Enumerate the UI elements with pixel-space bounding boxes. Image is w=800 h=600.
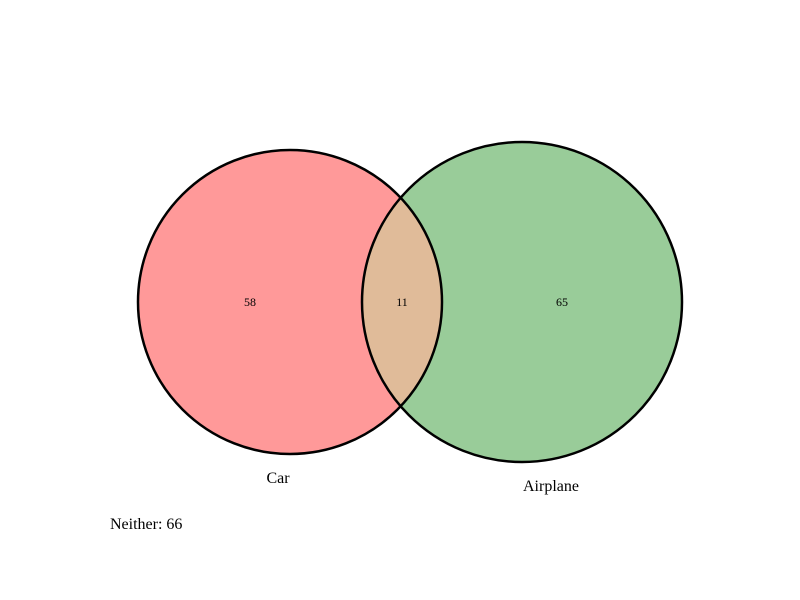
neither-count-label: Neither: 66 (110, 516, 182, 533)
airplane-only-count: 65 (556, 295, 568, 309)
car-set-outline (136, 148, 444, 456)
airplane-set-label: Airplane (523, 478, 579, 495)
intersection-count: 11 (396, 295, 408, 309)
airplane-set-circle (362, 142, 682, 462)
airplane-set-outline (360, 140, 684, 464)
car-only-count: 58 (244, 295, 256, 309)
car-set-label: Car (266, 470, 290, 487)
car-set-circle (138, 150, 442, 454)
